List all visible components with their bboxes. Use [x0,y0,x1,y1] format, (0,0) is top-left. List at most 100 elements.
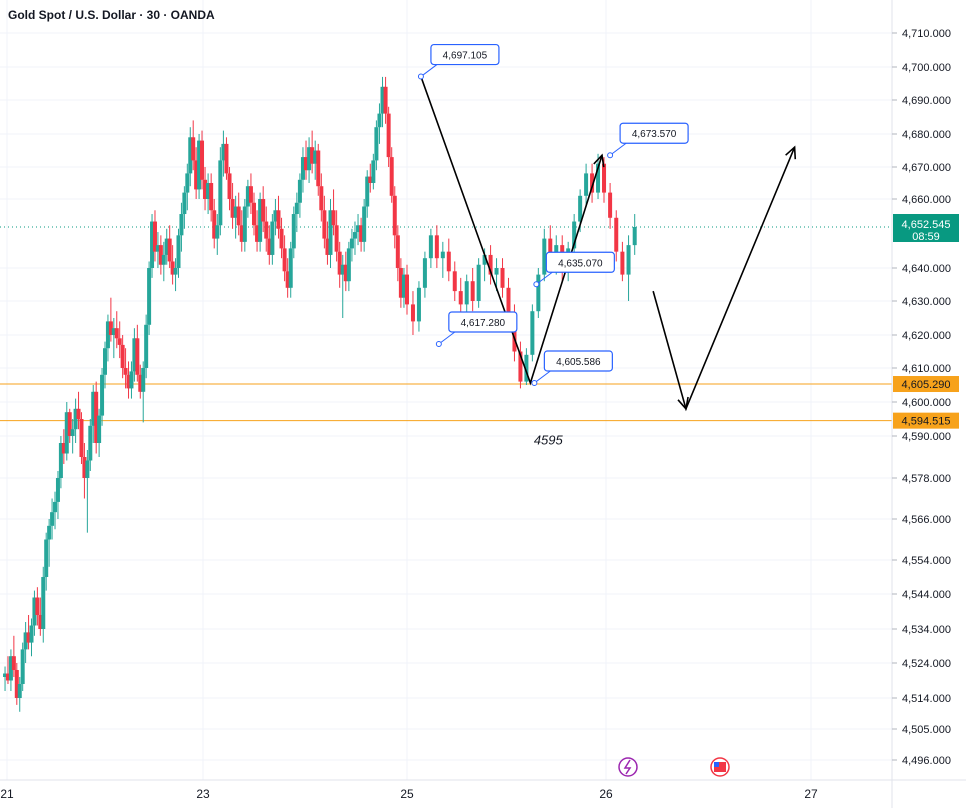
candle-body [3,673,8,677]
price-tick-label: 4,660.000 [902,194,951,206]
candle-body [100,374,105,416]
candle-body [319,186,324,211]
candle-body [494,268,499,275]
candle-body [380,86,385,114]
candle-body [91,391,96,426]
candle-body [79,419,84,457]
candle-body [337,251,342,275]
candle-body [307,147,312,171]
candle-body [11,656,16,670]
candle-body [194,160,199,190]
candle-body [215,225,220,239]
candle-body [132,338,137,372]
candle-body [179,214,184,236]
candle-body [164,238,169,255]
candle-body [129,371,134,389]
candle-body [524,354,529,382]
price-tick-label: 4,670.000 [902,162,951,174]
candle-body [261,199,266,222]
candle-body [29,625,34,643]
price-tick-label: 4,544.000 [902,589,951,601]
callout-label: 4,617.280 [461,318,506,329]
candle-body [452,271,457,292]
candle-body [359,225,364,242]
callout-leader [420,64,438,77]
candle-body [173,268,178,275]
candle-body [200,140,205,180]
candle-body [325,238,330,255]
candle-body [608,192,613,218]
horizontal-levels[interactable] [0,383,892,422]
candle-body [26,632,31,643]
price-tick-label: 4,590.000 [902,431,951,443]
candle-body [23,632,28,650]
level-badge-label: 4,594.515 [902,416,951,428]
candle-body [512,314,517,352]
candle-body [374,127,379,161]
callout-anchor [417,73,424,80]
projection-path [652,146,796,412]
price-axis[interactable]: 4,710.000 4,700.000 4,690.000 4,680.000 4,67… [892,28,951,767]
candle-body [334,225,339,252]
candle-body [596,163,601,193]
candle-body [35,597,40,615]
candle-body [458,291,463,305]
event-markers[interactable] [618,757,730,777]
candle-body [377,113,382,128]
candlestick-series [3,76,637,712]
price-tick-label: 4,710.000 [902,28,951,40]
candle-body [362,206,367,242]
candle-body [103,348,107,375]
last-price-countdown: 08:59 [912,231,940,243]
candle-body [554,245,559,255]
candle-body [500,268,505,288]
last-price-badge [893,214,959,242]
candle-body [161,254,166,265]
date-tick-label: 21 [0,787,14,801]
callout-box [543,350,613,372]
candle-body [285,271,290,288]
candle-body [316,150,321,187]
candle-body [61,443,66,454]
candle-body [530,311,535,355]
candle-body [230,199,235,218]
time-axis[interactable]: 21 23 25 26 27 [0,787,818,801]
candle-body [590,173,595,193]
callout-anchor [607,152,614,159]
candle-body [147,268,152,325]
candle-body [67,412,72,436]
candle-body [158,245,163,265]
candle-body [352,232,357,239]
candle-body [464,281,469,305]
text-annotation[interactable]: 4595 [534,433,564,448]
candle-body [270,221,275,255]
candle-body [82,457,87,478]
candle-body [392,195,397,236]
candle-body [255,225,260,242]
candle-body [331,210,336,226]
candle-body [38,615,43,629]
candle-body [224,143,229,174]
candle-body [626,245,631,275]
candle-body [188,137,193,174]
lightning-bolt [623,759,632,775]
us-flag-body [714,762,726,772]
price-tick-label: 4,534.000 [902,624,951,636]
candle-body [267,238,272,255]
trend-path [420,76,603,386]
candle-body [297,179,302,203]
price-callouts[interactable]: 4,697.105 4,673.570 4,635.070 4,617.280 4,60… [417,43,689,387]
price-tick-label: 4,680.000 [902,129,951,141]
candle-body [410,304,415,322]
candle-body [506,287,511,315]
candle-body [221,143,226,161]
lightning-icon [618,757,638,777]
price-tick-label: 4,566.000 [902,514,951,526]
candle-body [150,221,155,268]
us-flag-canton [714,762,719,767]
candle-body [14,670,19,698]
candle-body [117,338,122,345]
trendline-drawings[interactable] [420,76,797,412]
